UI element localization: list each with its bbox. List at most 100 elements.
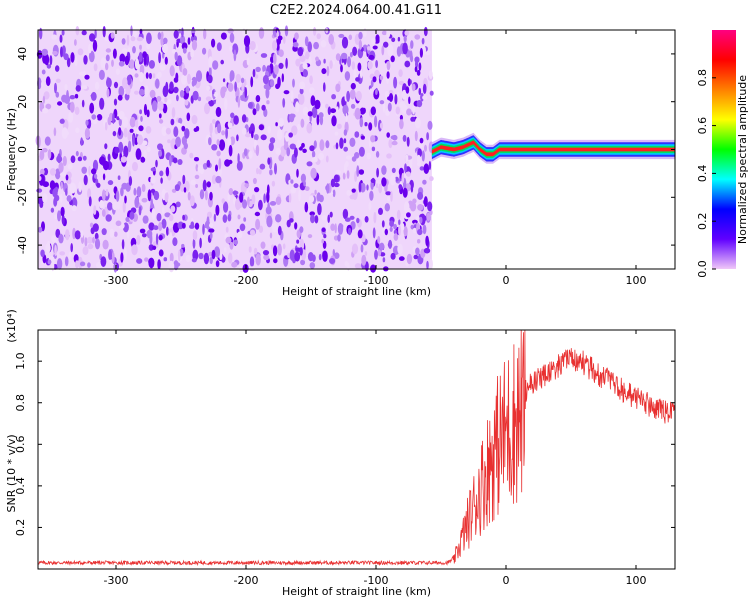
noise-cell — [59, 193, 63, 203]
noise-cell — [375, 183, 379, 188]
noise-cell — [243, 148, 248, 157]
noise-cell — [321, 215, 328, 221]
noise-cell — [157, 143, 163, 151]
colorbar-tick-label: 0.4 — [696, 165, 709, 183]
noise-cell — [218, 158, 222, 170]
noise-cell — [172, 157, 178, 164]
noise-cell — [250, 76, 254, 88]
noise-cell — [59, 251, 66, 256]
noise-cell — [283, 90, 290, 95]
noise-cell — [127, 47, 131, 53]
noise-cell — [88, 43, 92, 54]
noise-cell — [253, 247, 258, 255]
noise-cell — [98, 69, 105, 80]
noise-cell — [344, 217, 351, 222]
noise-cell — [354, 131, 360, 138]
noise-cell — [386, 29, 391, 38]
noise-cell — [263, 254, 270, 261]
noise-cell — [143, 150, 147, 159]
snr-x-axis-label: Height of straight line (km) — [282, 585, 431, 598]
noise-cell — [51, 235, 56, 243]
noise-cell — [423, 247, 431, 254]
noise-cell — [87, 188, 92, 199]
colorbar-tick-label: 0.2 — [696, 212, 709, 230]
noise-cell — [342, 104, 349, 115]
noise-cell — [255, 144, 260, 157]
noise-cell — [390, 252, 396, 260]
noise-cell — [423, 163, 430, 174]
noise-cell — [333, 235, 339, 241]
noise-cell — [208, 99, 215, 107]
noise-cell — [45, 76, 51, 87]
noise-cell — [192, 249, 199, 261]
noise-cell — [419, 47, 423, 58]
noise-cell — [118, 85, 125, 97]
noise-cell — [248, 246, 252, 253]
noise-cell — [307, 234, 313, 239]
noise-cell — [215, 204, 220, 216]
noise-cell — [303, 180, 306, 187]
noise-cell — [40, 249, 45, 258]
noise-cell — [181, 74, 187, 85]
noise-cell — [61, 29, 65, 36]
x-tick-label: -200 — [234, 274, 259, 287]
noise-cell — [180, 35, 186, 45]
noise-cell — [130, 25, 133, 37]
noise-cell — [388, 93, 394, 102]
noise-cell — [79, 71, 85, 76]
noise-cell — [189, 152, 194, 159]
noise-cell — [111, 252, 115, 264]
noise-cell — [167, 98, 172, 105]
noise-cell — [64, 83, 68, 90]
noise-cell — [218, 139, 226, 151]
noise-cell — [348, 34, 353, 41]
spectrogram-x-ticks: -300 -200 -100 0 100 — [104, 30, 647, 287]
noise-cell — [362, 44, 368, 52]
noise-cell — [155, 233, 159, 246]
noise-cell — [429, 258, 433, 270]
noise-cell — [295, 101, 300, 113]
noise-cell — [398, 69, 403, 77]
noise-cell — [295, 58, 301, 67]
noise-cell — [300, 173, 306, 183]
noise-cell — [88, 50, 95, 63]
noise-cell — [228, 122, 233, 129]
noise-cell — [417, 239, 421, 244]
noise-cell — [248, 126, 252, 134]
snr-x-ticks: -300 -200 -100 0 100 — [104, 330, 647, 587]
noise-cell — [364, 122, 368, 127]
noise-cell — [105, 62, 109, 71]
noise-cell — [220, 32, 227, 40]
noise-cell — [158, 249, 164, 257]
noise-cell — [402, 42, 408, 55]
noise-cell — [79, 261, 86, 267]
noise-cell — [75, 127, 80, 134]
noise-cell — [240, 77, 245, 84]
noise-cell — [136, 234, 141, 246]
noise-cell — [229, 45, 233, 52]
noise-cell — [330, 108, 337, 114]
noise-cell — [47, 259, 52, 265]
noise-cell — [75, 26, 80, 36]
noise-cell — [234, 81, 238, 92]
noise-cell — [314, 215, 319, 224]
noise-cell — [165, 166, 170, 177]
noise-cell — [155, 159, 158, 168]
noise-cell — [309, 262, 316, 269]
y-tick-label: 40 — [16, 47, 29, 61]
noise-cell — [260, 134, 267, 141]
noise-cell — [427, 201, 433, 212]
noise-cell — [52, 50, 58, 56]
noise-cell — [140, 156, 146, 163]
noise-cell — [131, 244, 138, 256]
noise-cell — [379, 100, 385, 105]
noise-cell — [268, 142, 274, 152]
noise-cell — [299, 81, 306, 90]
noise-cell — [299, 88, 304, 95]
noise-cell — [139, 28, 143, 34]
noise-cell — [70, 243, 73, 253]
noise-cell — [275, 214, 282, 223]
noise-cell — [272, 40, 278, 52]
noise-cell — [410, 116, 416, 122]
noise-cell — [125, 85, 131, 95]
